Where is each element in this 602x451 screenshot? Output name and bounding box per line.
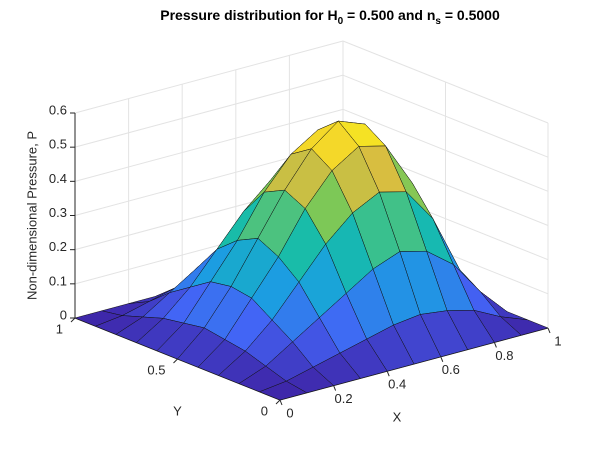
x-tick-label: 0.6 — [442, 362, 460, 377]
x-axis-label: X — [393, 409, 402, 424]
x-tick-label: 0.4 — [388, 377, 406, 392]
z-tick-label: 0.2 — [49, 239, 67, 254]
grid-line — [342, 40, 549, 124]
x-tick-label: 0.2 — [335, 391, 353, 406]
x-tick-label: 1 — [554, 333, 561, 348]
z-tick-label: 0 — [60, 307, 67, 322]
title-part: Pressure distribution for H — [160, 7, 337, 23]
z-tick-label: 0.6 — [49, 102, 67, 117]
tick-mark — [279, 399, 283, 406]
z-tick-label: 0.3 — [49, 205, 67, 220]
chart-title: Pressure distribution for H0 = 0.500 and… — [160, 7, 500, 27]
tick-mark — [173, 358, 178, 364]
surface-patch — [258, 380, 308, 401]
z-axis-label: Non-dimensional Pressure, P — [24, 131, 39, 300]
y-axis-label: Y — [173, 403, 182, 418]
tick-mark — [386, 371, 390, 377]
y-tick-label: 0.5 — [147, 362, 165, 377]
grid-line — [74, 40, 344, 114]
title-part: = 0.5000 — [441, 7, 500, 23]
z-tick-label: 0.1 — [49, 273, 67, 288]
z-tick-label: 0.4 — [49, 171, 67, 186]
tick-mark — [333, 385, 337, 391]
grid-line — [342, 74, 549, 158]
grid-line — [74, 74, 344, 148]
z-tick-label: 0.5 — [49, 137, 67, 152]
y-tick-label: 0 — [261, 403, 268, 418]
grid-line — [342, 108, 549, 192]
y-tick-label: 1 — [56, 321, 63, 336]
grid-line — [74, 108, 344, 182]
title-part: 0 — [338, 16, 344, 27]
tick-mark — [275, 399, 281, 405]
tick-mark — [493, 342, 497, 348]
title-part: s — [435, 16, 441, 27]
x-tick-label: 0.8 — [495, 348, 513, 363]
tick-mark — [70, 317, 76, 323]
x-tick-label: 0 — [286, 405, 293, 420]
tick-mark — [547, 327, 551, 334]
title-part: = 0.500 and n — [343, 7, 435, 23]
tick-mark — [440, 356, 444, 362]
